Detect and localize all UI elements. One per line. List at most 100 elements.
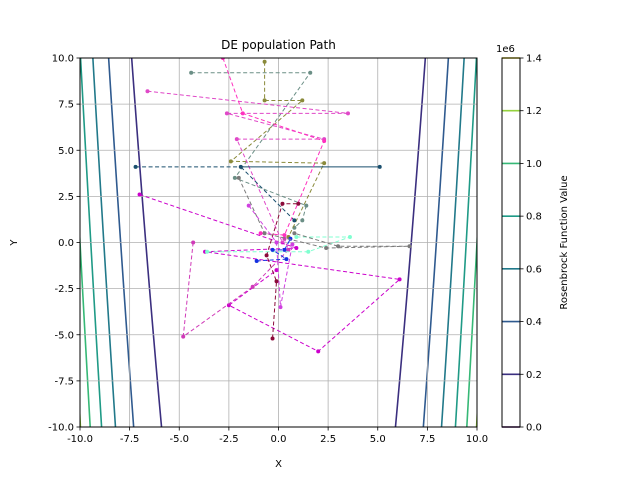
y-axis-ticks: -10.0 -7.5 -5.0 -2.5 0.0 2.5 5.0 7.5 10.0	[48, 54, 80, 434]
colorbar-tick-label: 1.2	[526, 106, 542, 117]
path-point	[282, 247, 287, 252]
colorbar: 0.0 0.2 0.4 0.6 0.8 1.0 1.2 1.4 1e6 Rosenbrock …	[496, 44, 570, 434]
colorbar-tick-label: 0.6	[526, 264, 542, 275]
path-line	[182, 238, 290, 338]
x-tick-label: 10.0	[466, 434, 488, 445]
path-point	[137, 192, 142, 197]
path-point	[181, 334, 186, 339]
x-tick-label: -7.5	[120, 434, 140, 445]
path-point	[270, 247, 275, 252]
path-point	[262, 59, 267, 64]
y-tick-label: 2.5	[58, 192, 74, 203]
population-path-9	[205, 234, 352, 254]
path-point	[304, 203, 309, 208]
population-path-10	[254, 236, 293, 263]
population-path-6	[137, 192, 402, 354]
plot-area	[79, 57, 478, 428]
y-tick-label: 10.0	[52, 54, 74, 65]
path-point	[191, 240, 196, 245]
path-point	[145, 89, 150, 94]
path-point	[246, 203, 251, 208]
path-point	[308, 70, 313, 75]
colorbar-tick-label: 0.2	[526, 370, 542, 381]
population-path-8	[264, 201, 301, 341]
colorbar-tick-label: 0.8	[526, 212, 542, 223]
x-tick-label: 5.0	[370, 434, 386, 445]
path-point	[347, 234, 352, 239]
path-line	[147, 90, 349, 243]
path-point	[290, 242, 295, 247]
path-point	[296, 201, 301, 206]
path-point	[286, 247, 291, 252]
path-line	[238, 177, 410, 249]
x-tick-label: -2.5	[219, 434, 239, 445]
path-point	[236, 175, 241, 180]
path-point	[228, 159, 233, 164]
path-point	[300, 98, 305, 103]
path-point	[324, 246, 329, 251]
chart-title: DE population Path	[221, 38, 336, 52]
path-point	[274, 268, 279, 273]
path-point	[397, 277, 402, 282]
y-tick-label: -2.5	[54, 284, 74, 295]
path-point	[274, 240, 279, 245]
path-point	[264, 253, 269, 258]
population-path-4	[133, 164, 382, 223]
y-tick-label: 0.0	[58, 238, 74, 249]
path-point	[238, 164, 243, 169]
y-tick-label: 5.0	[58, 146, 74, 157]
path-point	[300, 218, 305, 223]
path-point	[205, 249, 210, 254]
path-point	[345, 111, 350, 116]
path-point	[262, 231, 267, 236]
path-point	[254, 258, 259, 263]
path-point	[322, 139, 327, 144]
path-point	[133, 164, 138, 169]
y-tick-label: -10.0	[48, 423, 74, 434]
colorbar-tick-label: 1.4	[526, 54, 542, 65]
path-point	[316, 349, 321, 354]
path-point	[274, 279, 279, 284]
path-point	[258, 231, 263, 236]
colorbar-ticks: 0.0 0.2 0.4 0.6 0.8 1.0 1.2 1.4	[520, 54, 542, 434]
path-point	[234, 137, 239, 142]
y-axis-title: Y	[9, 239, 20, 247]
contour-line-level-5-right	[466, 227, 477, 427]
population-path-12	[246, 203, 295, 310]
path-point	[284, 257, 289, 262]
colorbar-label: Rosenbrock Function Value	[559, 175, 570, 309]
path-point	[292, 218, 297, 223]
y-tick-label: -5.0	[54, 330, 74, 341]
path-point	[377, 164, 382, 169]
colorbar-offset-text: 1e6	[496, 44, 515, 55]
path-point	[306, 249, 311, 254]
colorbar-frame	[501, 57, 521, 428]
x-tick-label: 0.0	[271, 434, 287, 445]
x-axis-ticks: -10.0 -7.5 -5.0 -2.5 0.0 2.5 5.0 7.5 10.0	[67, 427, 488, 445]
path-point	[292, 231, 297, 236]
population-paths	[133, 58, 412, 354]
path-point	[250, 284, 255, 289]
colorbar-tick-label: 1.0	[526, 159, 542, 170]
colorbar-levels	[502, 57, 520, 428]
path-point	[224, 111, 229, 116]
x-tick-label: 7.5	[419, 434, 435, 445]
path-point	[189, 70, 194, 75]
x-tick-label: 2.5	[320, 434, 336, 445]
path-point	[278, 305, 283, 310]
path-point	[294, 246, 299, 251]
path-line	[248, 205, 293, 308]
path-point	[280, 201, 285, 206]
path-point	[232, 175, 237, 180]
population-path-11	[236, 175, 412, 251]
colorbar-tick-label: 0.4	[526, 317, 542, 328]
path-point	[270, 336, 275, 341]
colorbar-body	[502, 58, 520, 427]
path-point	[288, 236, 293, 241]
y-tick-label: 7.5	[58, 100, 74, 111]
colorbar-tick-label: 0.0	[526, 423, 542, 434]
population-path-1	[189, 70, 313, 230]
path-point	[336, 244, 341, 249]
path-line	[135, 166, 380, 221]
